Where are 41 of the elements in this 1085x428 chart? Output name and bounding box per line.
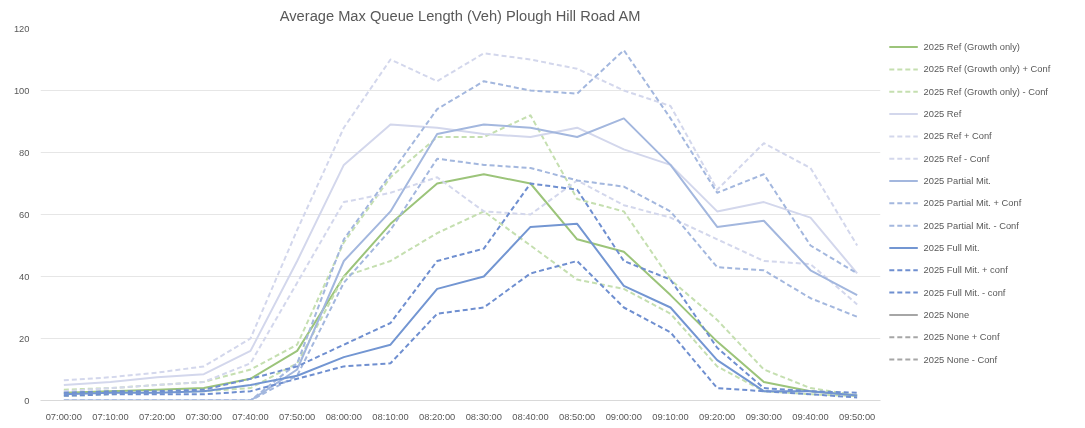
x-tick-label: 07:30:00 xyxy=(185,411,222,422)
legend-label: 2025 Ref (Growth only) + Conf xyxy=(923,64,1051,75)
y-tick-label: 20 xyxy=(19,333,30,344)
legend-label: 2025 None - Conf xyxy=(923,354,998,365)
legend-label: 2025 Ref (Growth only) - Conf xyxy=(923,86,1049,97)
legend-label: 2025 Partial Mit. + Conf xyxy=(923,198,1022,209)
legend-label: 2025 Ref (Growth only) xyxy=(923,42,1020,53)
x-tick-label: 08:30:00 xyxy=(465,411,502,422)
y-tick-label: 40 xyxy=(19,271,30,282)
x-tick-label: 08:10:00 xyxy=(372,411,409,422)
legend-label: 2025 Full Mit. - conf xyxy=(923,287,1006,298)
legend-label: 2025 Ref - Conf xyxy=(923,153,990,164)
y-tick-label: 120 xyxy=(13,23,30,34)
chart-title: Average Max Queue Length (Veh) Plough Hill Road AM xyxy=(279,7,641,24)
x-tick-label: 09:10:00 xyxy=(652,411,689,422)
x-tick-label: 09:50:00 xyxy=(839,411,876,422)
x-tick-label: 09:30:00 xyxy=(745,411,782,422)
x-tick-label: 08:50:00 xyxy=(559,411,596,422)
legend-label: 2025 Partial Mit. xyxy=(923,176,991,187)
x-tick-label: 09:00:00 xyxy=(605,411,642,422)
legend-label: 2025 Ref + Conf xyxy=(923,131,993,142)
legend-label: 2025 None xyxy=(923,309,970,320)
x-tick-label: 07:40:00 xyxy=(232,411,269,422)
y-tick-label: 0 xyxy=(24,395,30,406)
legend-label: 2025 Full Mit. xyxy=(923,242,980,253)
x-tick-label: 09:40:00 xyxy=(792,411,829,422)
legend-label: 2025 Full Mit. + conf xyxy=(923,265,1009,276)
x-tick-label: 07:50:00 xyxy=(279,411,316,422)
x-tick-label: 09:20:00 xyxy=(699,411,736,422)
x-tick-label: 08:20:00 xyxy=(419,411,456,422)
y-tick-label: 80 xyxy=(19,147,30,158)
x-tick-label: 07:10:00 xyxy=(92,411,129,422)
x-tick-label: 08:00:00 xyxy=(325,411,362,422)
x-tick-label: 07:00:00 xyxy=(45,411,82,422)
legend-label: 2025 None + Conf xyxy=(923,332,1000,343)
y-tick-label: 100 xyxy=(13,85,30,96)
y-tick-label: 60 xyxy=(19,209,30,220)
legend-label: 2025 Partial Mit. - Conf xyxy=(923,220,1020,231)
x-tick-label: 07:20:00 xyxy=(139,411,176,422)
legend-label: 2025 Ref xyxy=(923,109,962,120)
x-tick-label: 08:40:00 xyxy=(512,411,549,422)
